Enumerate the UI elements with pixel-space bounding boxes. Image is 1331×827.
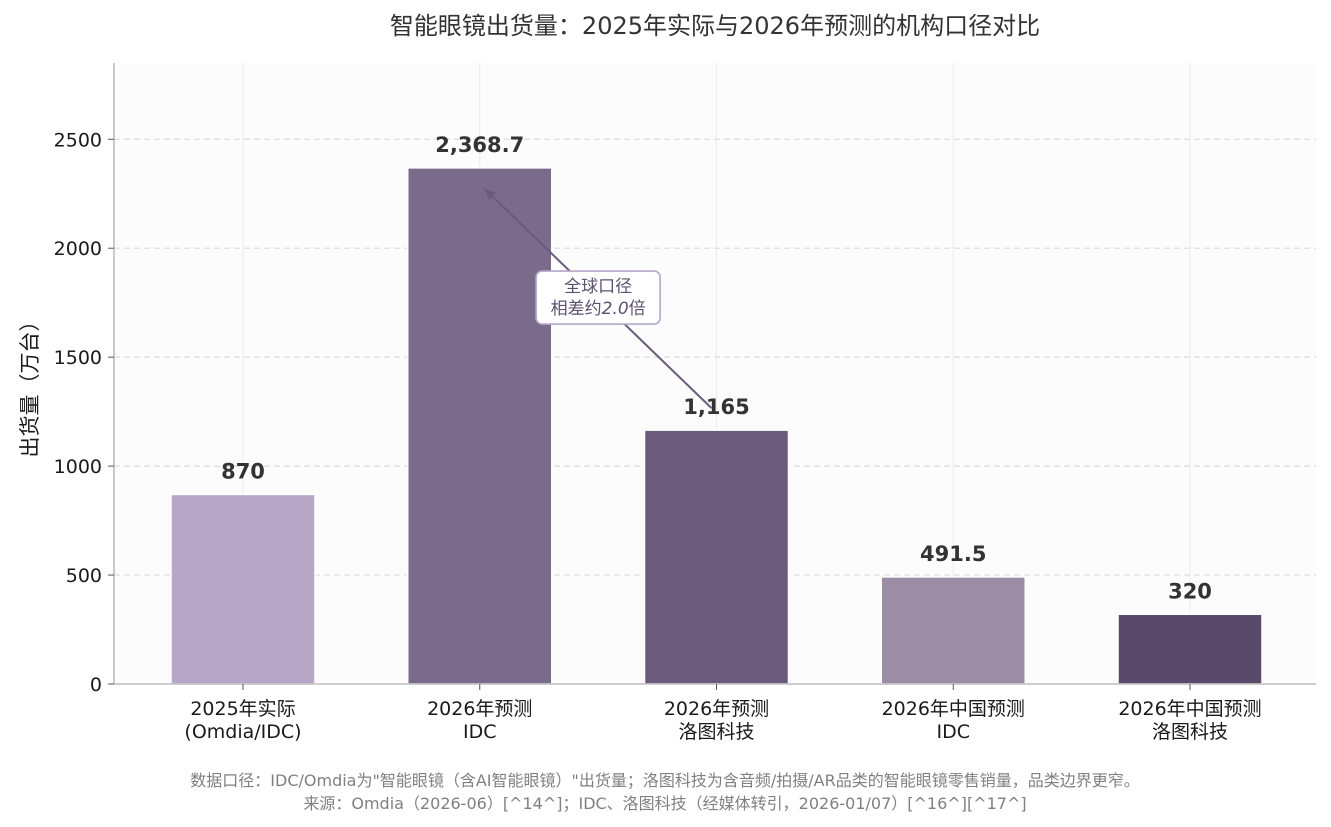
y-tick-label: 1500 [54,347,102,369]
data-label: 1,165 [683,395,749,419]
x-tick-label: 2025年实际 [190,698,295,720]
x-tick-label: (Omdia/IDC) [184,721,301,743]
x-tick-label: 2026年预测 [427,698,532,720]
x-tick-label: IDC [936,721,970,743]
y-tick-label: 1000 [54,456,102,478]
bar [880,576,1026,685]
data-label: 870 [221,459,265,483]
y-tick-label: 2000 [54,238,102,260]
x-tick-label: 2026年中国预测 [882,698,1025,720]
chart-title: 智能眼镜出货量：2025年实际与2026年预测的机构口径对比 [390,12,1040,40]
annotation-arrow-head [484,188,497,201]
bar [170,493,316,685]
axes [113,63,1316,685]
x-tick-label: 洛图科技 [1152,721,1228,743]
data-labels: 870 2,368.7 1,165 491.5 320 [221,133,1212,603]
data-label: 320 [1168,579,1212,603]
footnote-scope: 数据口径：IDC/Omdia为"智能眼镜（含AI智能眼镜）"出货量；洛图科技为含… [190,771,1139,790]
y-axis-label: 出货量（万台） [18,311,42,458]
y-tick-label: 500 [66,565,102,587]
bar [407,167,553,685]
data-label: 491.5 [920,542,986,566]
bars [170,167,1263,685]
x-tick-label: IDC [463,721,497,743]
x-tick-label: 2026年中国预测 [1118,698,1261,720]
bar [643,429,790,685]
y-tick-label: 2500 [54,129,102,151]
annotation-line-1: 全球口径 [564,277,632,297]
footnote-source: 来源：Omdia（2026-06）[^14^]；IDC、洛图科技（经媒体转引，2… [303,794,1026,813]
x-tick-label: 洛图科技 [678,721,754,743]
data-label: 2,368.7 [435,133,524,157]
y-tick-label: 0 [90,674,102,696]
x-axis-ticks: 2025年实际(Omdia/IDC)2026年预测IDC2026年预测洛图科技2… [184,684,1262,743]
annotation-box [535,270,661,325]
bar [1117,613,1263,685]
annotation-line-2: 相差约2.0倍 [551,299,646,319]
x-tick-label: 2026年预测 [664,698,769,720]
y-axis-ticks: 0 500 1000 1500 2000 2500 [54,129,114,696]
